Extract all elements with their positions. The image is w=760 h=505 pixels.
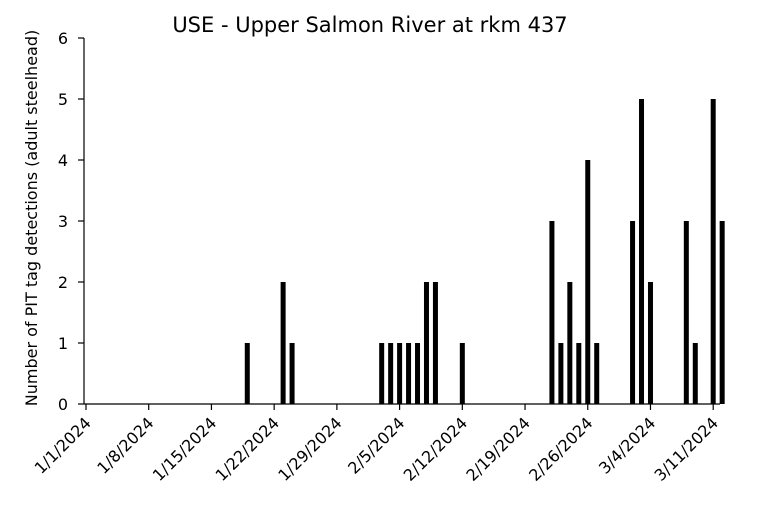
y-tick-label: 0	[58, 395, 68, 414]
bar	[459, 343, 465, 404]
x-tick-label: 1/8/2024	[93, 413, 157, 477]
bar	[289, 343, 295, 404]
bar	[594, 343, 600, 404]
x-tick-label: 1/1/2024	[31, 413, 95, 477]
x-tick-label: 3/4/2024	[595, 413, 659, 477]
bar	[719, 221, 725, 404]
bar	[280, 282, 286, 404]
bar	[432, 282, 438, 404]
bar	[406, 343, 412, 404]
bar	[388, 343, 394, 404]
x-tick-label: 2/5/2024	[344, 413, 408, 477]
bar	[244, 343, 250, 404]
bar	[379, 343, 385, 404]
bar	[630, 221, 636, 404]
x-tick-label: 2/26/2024	[525, 413, 596, 484]
x-tick-label: 3/11/2024	[651, 413, 722, 484]
bar-group	[244, 99, 725, 404]
bar	[647, 282, 653, 404]
bar	[423, 282, 429, 404]
y-axis-label: Number of PIT tag detections (adult stee…	[22, 30, 41, 406]
bar	[710, 99, 716, 404]
bar	[567, 282, 573, 404]
bar	[585, 160, 591, 404]
y-tick-label: 6	[58, 29, 68, 48]
chart-title: USE - Upper Salmon River at rkm 437	[172, 13, 567, 37]
x-tick-label: 2/12/2024	[400, 413, 471, 484]
x-axis-ticks: 1/1/20241/8/20241/15/20241/22/20241/29/2…	[31, 404, 722, 485]
bar	[397, 343, 403, 404]
x-tick-label: 1/29/2024	[274, 413, 345, 484]
bar	[576, 343, 582, 404]
bar	[558, 343, 564, 404]
y-tick-label: 5	[58, 90, 68, 109]
bar	[415, 343, 421, 404]
bar	[639, 99, 645, 404]
y-tick-label: 4	[58, 151, 68, 170]
bar	[683, 221, 689, 404]
y-axis-ticks: 0 1 2 3 4 5 6	[58, 29, 84, 414]
bar	[692, 343, 698, 404]
bar	[549, 221, 555, 404]
x-tick-label: 2/19/2024	[462, 413, 533, 484]
x-tick-label: 1/15/2024	[149, 413, 220, 484]
y-tick-label: 3	[58, 212, 68, 231]
y-tick-label: 2	[58, 273, 68, 292]
x-tick-label: 1/22/2024	[212, 413, 283, 484]
y-tick-label: 1	[58, 334, 68, 353]
